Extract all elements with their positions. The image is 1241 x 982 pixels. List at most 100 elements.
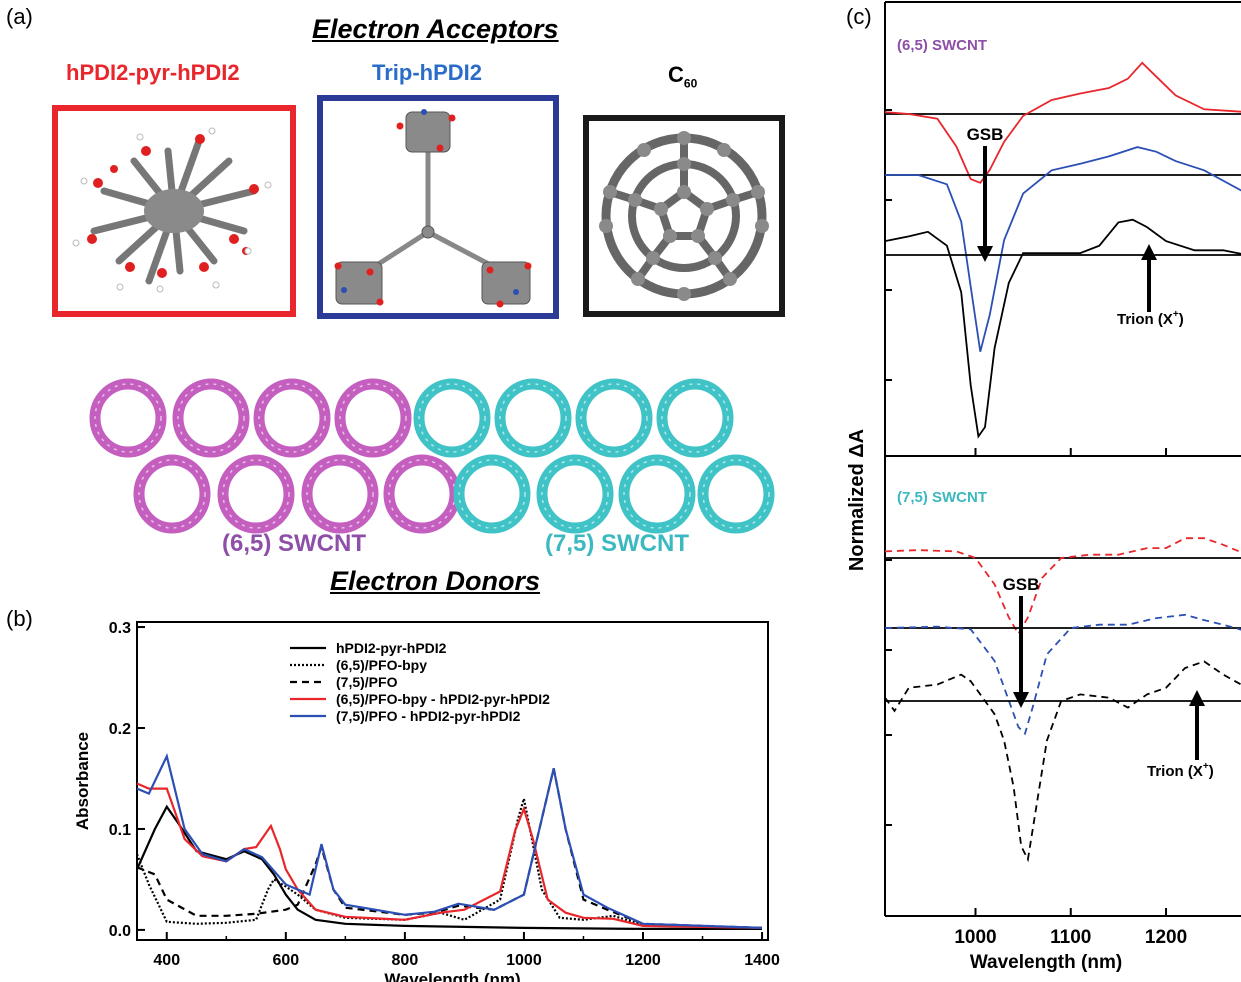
nanotube-ring bbox=[89, 378, 167, 458]
legend-entry: (7,5)/PFO bbox=[336, 674, 398, 690]
series-line bbox=[136, 753, 763, 929]
y-axis-label: Absorbance bbox=[73, 732, 92, 830]
trion-label: Trion (X+) bbox=[1117, 309, 1184, 328]
transient-absorption-chart: 1000 1100 1200 Wavelength (nm) Normalized ΔA… bbox=[846, 1, 1241, 973]
series-line bbox=[135, 798, 763, 929]
series-line bbox=[884, 613, 1241, 736]
nanotube-ring-texture bbox=[306, 459, 374, 529]
arrow-up-icon bbox=[1189, 690, 1205, 706]
nanotube-ring bbox=[697, 454, 775, 534]
nanotube-ring bbox=[133, 454, 211, 534]
x-tick-label: 800 bbox=[392, 952, 419, 969]
trip-hpdi2-molecule-icon bbox=[334, 109, 532, 308]
nanotube-ring bbox=[618, 454, 696, 534]
x-tick-label: 1200 bbox=[1145, 927, 1187, 948]
molecule-title-hpdi2-pyr: hPDI2-pyr-hPDI2 bbox=[66, 60, 240, 85]
x-tick-label: 1000 bbox=[954, 927, 996, 948]
nanotube-ring-texture bbox=[94, 383, 162, 453]
x-tick-label: 1400 bbox=[744, 952, 780, 969]
nanotube-ring-texture bbox=[222, 459, 290, 529]
arrow-down-icon bbox=[1013, 692, 1029, 708]
series-line bbox=[884, 537, 1241, 636]
nanotube-label-65: (6,5) SWCNT bbox=[222, 530, 366, 557]
nanotube-ring bbox=[575, 378, 653, 458]
y-tick-label: 0.1 bbox=[109, 822, 131, 839]
donors-heading: Electron Donors bbox=[330, 566, 541, 596]
acceptors-heading: Electron Acceptors bbox=[312, 14, 559, 44]
panel-a-label: (a) bbox=[6, 4, 33, 29]
legend-entry: (7,5)/PFO - hPDI2-pyr-hPDI2 bbox=[336, 708, 521, 724]
arrow-down-icon bbox=[977, 246, 993, 262]
nanotube-label-75: (7,5) SWCNT bbox=[545, 530, 689, 557]
x-tick-label: 1200 bbox=[625, 952, 661, 969]
bottom-panel-label: (7,5) SWCNT bbox=[897, 489, 987, 506]
panel-c-label: (c) bbox=[846, 4, 872, 29]
nanotube-ring bbox=[301, 454, 379, 534]
nanotube-ring-texture bbox=[339, 383, 407, 453]
series-line bbox=[136, 782, 763, 929]
trion-superscript: + bbox=[1173, 309, 1179, 320]
y-tick-label: 0.2 bbox=[109, 721, 131, 738]
nanotube-ring-texture bbox=[258, 383, 326, 453]
nanotube-ring bbox=[253, 378, 331, 458]
nanotube-ring-texture bbox=[418, 383, 486, 453]
hpdi2-pyr-box bbox=[52, 105, 296, 317]
trion-close: ) bbox=[1209, 763, 1214, 780]
trion-label: Trion (X+) bbox=[1147, 761, 1214, 780]
x-tick-label: 1100 bbox=[1050, 927, 1091, 948]
series-line bbox=[136, 768, 763, 929]
top-panel-label: (6,5) SWCNT bbox=[897, 37, 987, 54]
y-tick-label: 0.0 bbox=[109, 923, 131, 940]
series-line bbox=[885, 146, 1241, 352]
x-tick-label: 1000 bbox=[506, 952, 542, 969]
trion-superscript: + bbox=[1203, 761, 1209, 772]
gsb-label: GSB bbox=[1003, 575, 1040, 594]
molecule-drawings bbox=[52, 95, 785, 319]
nanotube-ring-texture bbox=[702, 459, 770, 529]
legend-entry: (6,5)/PFO-bpy - hPDI2-pyr-hPDI2 bbox=[336, 691, 550, 707]
series-line bbox=[135, 804, 762, 930]
y-axis-label: Normalized ΔA bbox=[846, 429, 868, 571]
c60-molecule-icon bbox=[599, 131, 769, 301]
nanotube-ring bbox=[217, 454, 295, 534]
c60-box bbox=[583, 115, 785, 317]
y-tick-label: 0.3 bbox=[109, 620, 131, 637]
legend-entry: hPDI2-pyr-hPDI2 bbox=[336, 640, 447, 656]
nanotube-ring-texture bbox=[580, 383, 648, 453]
legend-entry: (6,5)/PFO-bpy bbox=[336, 657, 427, 673]
nanotube-drawings bbox=[89, 378, 775, 534]
hpdi2-pyr-molecule-icon bbox=[72, 127, 272, 293]
series-line bbox=[884, 61, 1241, 184]
c60-sub: 60 bbox=[683, 76, 698, 91]
panel-b-label: (b) bbox=[6, 606, 33, 631]
nanotube-ring-texture bbox=[177, 383, 245, 453]
molecule-title-trip-hpdi2: Trip-hPDI2 bbox=[372, 60, 483, 85]
nanotube-ring-texture bbox=[623, 459, 691, 529]
x-tick-label: 600 bbox=[272, 952, 299, 969]
nanotube-ring bbox=[383, 454, 461, 534]
c60-main: C bbox=[668, 62, 684, 87]
nanotube-ring-texture bbox=[458, 459, 526, 529]
absorbance-chart: 400 600 800 1000 1200 1400 0.0 0.1 0.2 0.3 Wavelen… bbox=[73, 620, 780, 982]
nanotube-ring-texture bbox=[499, 383, 567, 453]
nanotube-ring bbox=[453, 454, 531, 534]
nanotube-ring-texture bbox=[138, 459, 206, 529]
plot-frame bbox=[136, 621, 769, 941]
nanotube-ring bbox=[494, 378, 572, 458]
trion-close: ) bbox=[1179, 311, 1184, 328]
nanotube-ring-texture bbox=[661, 383, 729, 453]
series-line bbox=[884, 218, 1241, 439]
nanotube-ring bbox=[334, 378, 412, 458]
gsb-label: GSB bbox=[967, 125, 1004, 144]
x-axis-label: Wavelength (nm) bbox=[970, 952, 1122, 973]
x-tick-label: 400 bbox=[153, 952, 180, 969]
nanotube-ring-texture bbox=[541, 459, 609, 529]
nanotube-ring bbox=[536, 454, 614, 534]
series-line bbox=[884, 660, 1241, 863]
arrow-up-icon bbox=[1141, 244, 1157, 260]
nanotube-ring bbox=[413, 378, 491, 458]
trip-hpdi2-box bbox=[317, 95, 559, 319]
nanotube-ring bbox=[172, 378, 250, 458]
molecule-title-c60: C60 bbox=[668, 62, 697, 90]
x-axis-label: Wavelength (nm) bbox=[384, 970, 520, 982]
